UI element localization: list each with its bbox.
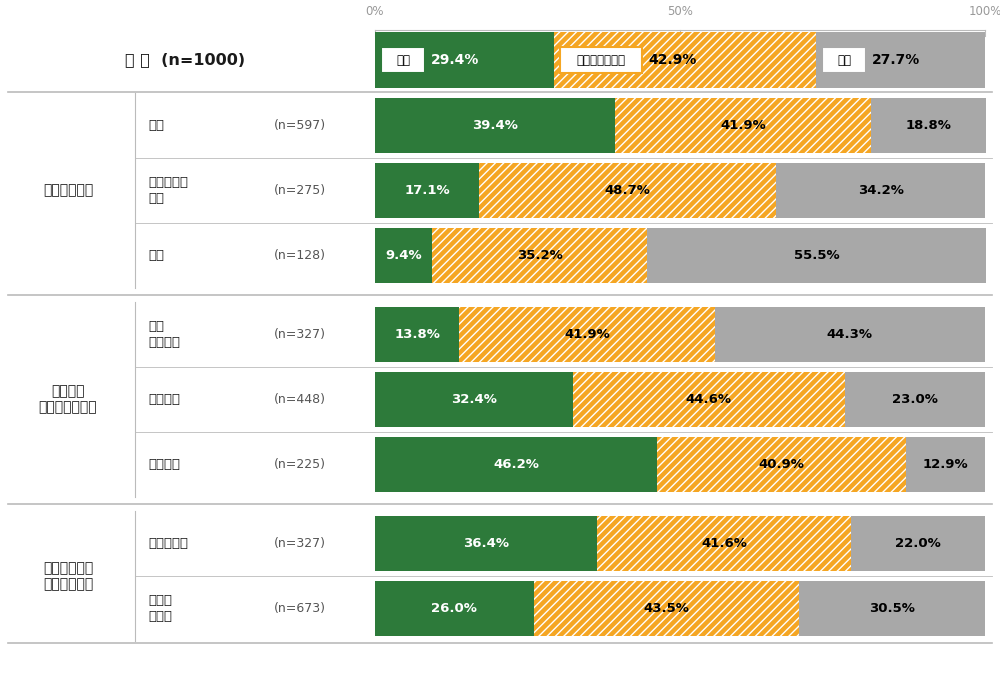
Text: 読んでいる: 読んでいる [148, 537, 188, 550]
Bar [375, 98, 615, 153]
FancyBboxPatch shape [822, 47, 866, 73]
Text: 17.1%: 17.1% [404, 184, 450, 197]
Bar [375, 581, 534, 636]
Bar [479, 163, 776, 218]
Bar [573, 372, 845, 427]
Bar [799, 581, 985, 636]
Text: 41.9%: 41.9% [720, 119, 766, 132]
Bar [375, 163, 479, 218]
Bar [597, 516, 851, 571]
Text: (n=327): (n=327) [274, 537, 326, 550]
Bar [597, 516, 851, 571]
Text: 23.0%: 23.0% [892, 393, 938, 406]
Bar [375, 32, 554, 88]
FancyBboxPatch shape [381, 47, 425, 73]
Text: 全 体  (n=1000): 全 体 (n=1000) [125, 52, 245, 67]
Bar [554, 32, 816, 88]
Bar [573, 372, 845, 427]
Bar [816, 32, 985, 88]
Text: 好き: 好き [148, 119, 164, 132]
Text: 26.0%: 26.0% [431, 602, 477, 615]
Text: 41.6%: 41.6% [701, 537, 747, 550]
Bar [657, 437, 906, 492]
Text: (n=225): (n=225) [274, 458, 326, 471]
Text: 42.9%: 42.9% [648, 53, 697, 67]
Text: 月に本を
何冊程度読むか: 月に本を 何冊程度読むか [39, 385, 97, 414]
Text: (n=597): (n=597) [274, 119, 326, 132]
Bar [906, 437, 985, 492]
Text: 41.9%: 41.9% [564, 328, 610, 341]
Bar [851, 516, 985, 571]
Text: 12.9%: 12.9% [923, 458, 968, 471]
Text: 46.2%: 46.2% [493, 458, 539, 471]
Text: 全く
読まない: 全く 読まない [148, 321, 180, 348]
Text: (n=673): (n=673) [274, 602, 326, 615]
Text: 22.0%: 22.0% [895, 537, 941, 550]
Text: 29.4%: 29.4% [431, 53, 479, 67]
Bar [715, 307, 985, 362]
Bar [432, 228, 647, 283]
Bar [647, 228, 986, 283]
Text: 32.4%: 32.4% [451, 393, 497, 406]
Bar [871, 98, 986, 153]
Bar [432, 228, 647, 283]
Text: 100%: 100% [968, 5, 1000, 18]
Bar [479, 163, 776, 218]
Text: (n=128): (n=128) [274, 249, 326, 262]
Text: 36.4%: 36.4% [463, 537, 509, 550]
Text: 普段、新聞を
読んでいるか: 普段、新聞を 読んでいるか [43, 561, 93, 591]
Text: ３冊以上: ３冊以上 [148, 458, 180, 471]
Text: 35.2%: 35.2% [517, 249, 563, 262]
Text: １、２冊: １、２冊 [148, 393, 180, 406]
Bar [534, 581, 799, 636]
Text: 読書は好きか: 読書は好きか [43, 183, 93, 197]
Bar [845, 372, 985, 427]
Text: 44.6%: 44.6% [686, 393, 732, 406]
Text: 27.7%: 27.7% [872, 53, 920, 67]
FancyBboxPatch shape [560, 47, 642, 73]
Bar [615, 98, 871, 153]
Bar [375, 437, 657, 492]
Text: 43.5%: 43.5% [643, 602, 689, 615]
Bar [554, 32, 816, 88]
Bar [615, 98, 871, 153]
Text: 40.9%: 40.9% [759, 458, 805, 471]
Text: 嫌い: 嫌い [148, 249, 164, 262]
Text: 18.8%: 18.8% [905, 119, 951, 132]
Text: 30.5%: 30.5% [869, 602, 915, 615]
Bar [657, 437, 906, 492]
Text: 読んで
いない: 読んで いない [148, 594, 172, 622]
Bar [375, 228, 432, 283]
Text: どちらでもない: どちらでもない [577, 54, 626, 67]
Bar [375, 372, 573, 427]
Text: 48.7%: 48.7% [605, 184, 651, 197]
Text: (n=275): (n=275) [274, 184, 326, 197]
Text: 50%: 50% [667, 5, 693, 18]
Bar [459, 307, 715, 362]
Bar [534, 581, 799, 636]
Text: 0%: 0% [366, 5, 384, 18]
Text: 39.4%: 39.4% [472, 119, 518, 132]
Bar [375, 516, 597, 571]
Text: 13.8%: 13.8% [394, 328, 440, 341]
Text: 9.4%: 9.4% [385, 249, 422, 262]
Text: 好き: 好き [396, 54, 410, 67]
Text: 44.3%: 44.3% [827, 328, 873, 341]
Text: 55.5%: 55.5% [794, 249, 839, 262]
Bar [459, 307, 715, 362]
Text: どちらでも
ない: どちらでも ない [148, 177, 188, 205]
Bar [375, 307, 459, 362]
Text: (n=448): (n=448) [274, 393, 326, 406]
Bar [776, 163, 985, 218]
Text: (n=327): (n=327) [274, 328, 326, 341]
Text: 34.2%: 34.2% [858, 184, 904, 197]
Text: 嫌い: 嫌い [837, 54, 851, 67]
